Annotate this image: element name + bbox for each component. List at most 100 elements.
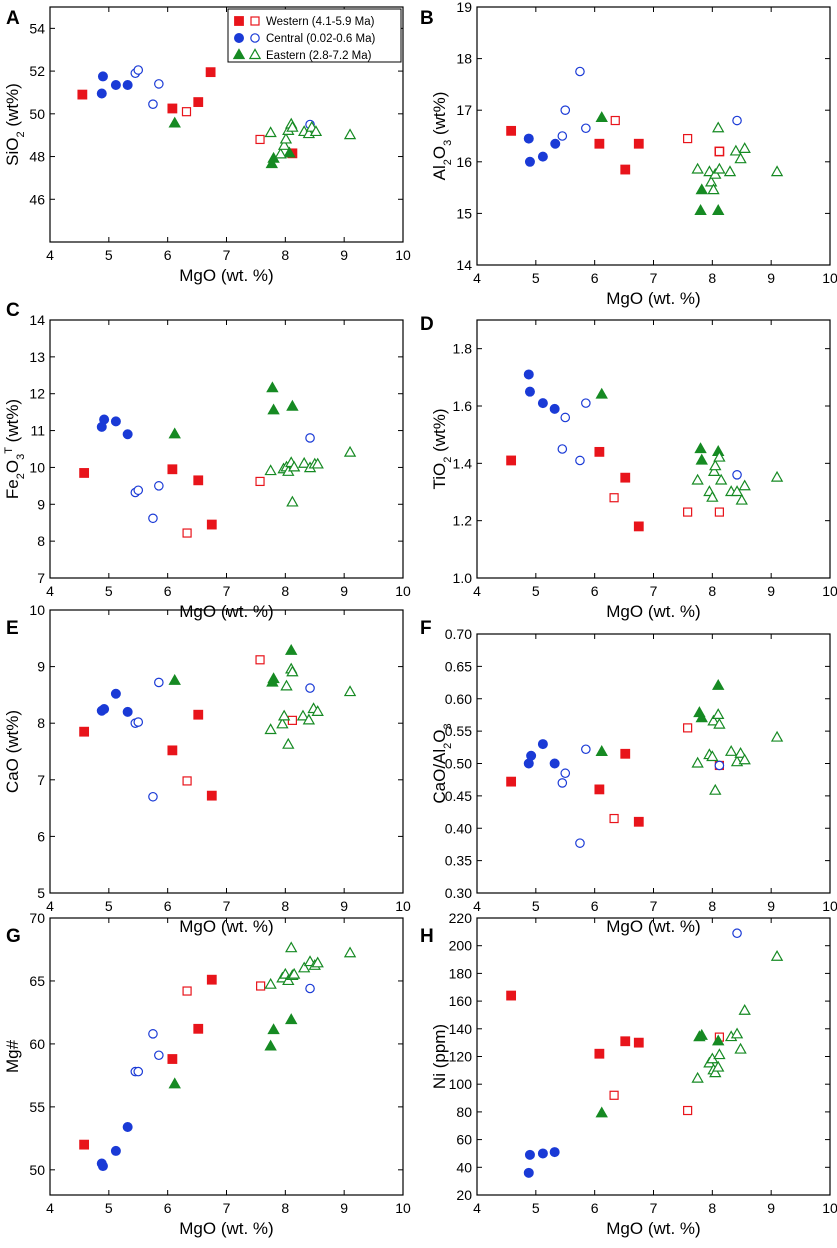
- point-eastern-filled: [168, 427, 181, 439]
- y-tick-label: 1.0: [453, 570, 473, 586]
- panel-letter: A: [6, 8, 20, 29]
- point-eastern-open: [712, 121, 725, 133]
- y-tick-label: 65: [29, 973, 45, 989]
- point-eastern-open: [691, 473, 704, 485]
- point-eastern-open: [712, 1060, 725, 1072]
- x-tick-label: 6: [164, 898, 172, 914]
- point-eastern-filled: [595, 745, 608, 756]
- point-eastern-open: [704, 175, 718, 187]
- point-eastern-filled: [286, 399, 299, 411]
- y-tick-label: 50: [29, 1162, 45, 1178]
- point-eastern-open: [738, 1003, 751, 1015]
- point-eastern-open: [707, 714, 720, 726]
- point-eastern-open: [309, 125, 323, 137]
- point-eastern-open: [264, 464, 277, 476]
- point-eastern-open: [713, 1048, 726, 1060]
- point-western-open: [182, 528, 192, 538]
- point-eastern-open: [691, 162, 704, 174]
- point-central-open: [581, 398, 591, 408]
- point-eastern-open: [709, 167, 722, 179]
- point-western-filled: [594, 138, 605, 149]
- point-western-open: [609, 1090, 619, 1100]
- x-tick-label: 7: [650, 583, 658, 599]
- point-eastern-open: [286, 120, 299, 132]
- y-tick-label: 1.6: [453, 398, 473, 414]
- point-central-filled: [537, 398, 548, 409]
- point-eastern-filled: [267, 672, 280, 684]
- point-eastern-filled: [695, 711, 708, 723]
- x-tick-label: 9: [340, 1200, 348, 1216]
- point-central-open: [305, 983, 315, 994]
- x-axis-title: MgO (wt. %): [179, 266, 273, 285]
- point-central-open: [305, 683, 315, 693]
- point-eastern-open: [706, 750, 719, 762]
- x-tick-label: 7: [223, 247, 231, 263]
- point-central-open: [557, 778, 568, 788]
- point-eastern-open: [343, 946, 357, 958]
- plot-frame: [476, 319, 831, 579]
- point-western-filled: [193, 97, 204, 107]
- point-central-filled: [524, 386, 535, 397]
- point-eastern-open: [311, 705, 324, 716]
- x-tick-label: 10: [395, 247, 411, 263]
- point-central-open: [148, 791, 158, 802]
- x-tick-label: 9: [340, 898, 348, 914]
- point-eastern-filled: [264, 1039, 277, 1051]
- x-tick-label: 4: [46, 583, 54, 599]
- point-central-filled: [110, 79, 121, 90]
- x-tick-label: 10: [395, 898, 411, 914]
- panel-h: 4 5 6 7 8 9 10 20 40 60 80 100 120 140 160 180 200 220 MgO…: [420, 910, 837, 1238]
- x-tick-label: 6: [591, 583, 599, 599]
- legend-label-central: Central (0.02-0.6 Ma): [266, 33, 375, 45]
- point-central-open: [732, 469, 742, 480]
- x-tick-label: 4: [46, 898, 54, 914]
- point-western-filled: [205, 67, 216, 78]
- legend-marker-eastern-open: [248, 48, 262, 60]
- point-central-open: [148, 513, 158, 524]
- point-central-open: [575, 66, 585, 77]
- point-eastern-open: [302, 713, 316, 725]
- x-tick-label: 4: [473, 270, 481, 286]
- panel-letter: D: [420, 314, 434, 335]
- point-eastern-open: [279, 132, 293, 144]
- point-central-filled: [97, 1161, 108, 1172]
- x-tick-label: 8: [281, 247, 289, 263]
- y-tick-label: 220: [449, 910, 473, 926]
- point-eastern-open: [709, 459, 722, 471]
- x-tick-label: 8: [708, 1200, 716, 1216]
- point-central-filled: [96, 88, 107, 99]
- point-eastern-filled: [694, 442, 707, 454]
- x-tick-label: 10: [822, 270, 837, 286]
- y-tick-label: 60: [456, 1132, 472, 1148]
- y-tick-label: 13: [29, 349, 45, 365]
- point-western-filled: [193, 1023, 204, 1034]
- point-western-filled: [633, 521, 644, 532]
- x-tick-label: 9: [767, 1200, 775, 1216]
- point-eastern-open: [286, 495, 299, 507]
- point-central-open: [148, 99, 158, 110]
- point-central-open: [133, 65, 144, 75]
- point-western-open: [182, 776, 192, 786]
- point-western-open: [714, 507, 724, 517]
- point-eastern-open: [770, 470, 784, 482]
- point-western-open: [683, 723, 693, 733]
- point-eastern-open: [264, 723, 277, 735]
- point-western-filled: [620, 1036, 631, 1047]
- x-tick-label: 9: [767, 583, 775, 599]
- point-central-filled: [122, 79, 133, 90]
- point-eastern-filled: [283, 146, 296, 158]
- point-central-filled: [122, 429, 133, 440]
- point-central-open: [560, 412, 571, 423]
- x-tick-label: 5: [532, 270, 540, 286]
- point-western-filled: [77, 89, 88, 100]
- y-tick-label: 140: [449, 1021, 473, 1037]
- y-tick-label: 17: [456, 102, 472, 118]
- point-eastern-open: [343, 685, 357, 697]
- point-eastern-open: [714, 473, 728, 485]
- y-tick-label: 46: [29, 191, 45, 207]
- panel-letter: F: [420, 618, 432, 639]
- point-eastern-open: [274, 147, 287, 159]
- point-eastern-open: [735, 493, 748, 505]
- point-eastern-filled: [595, 111, 608, 123]
